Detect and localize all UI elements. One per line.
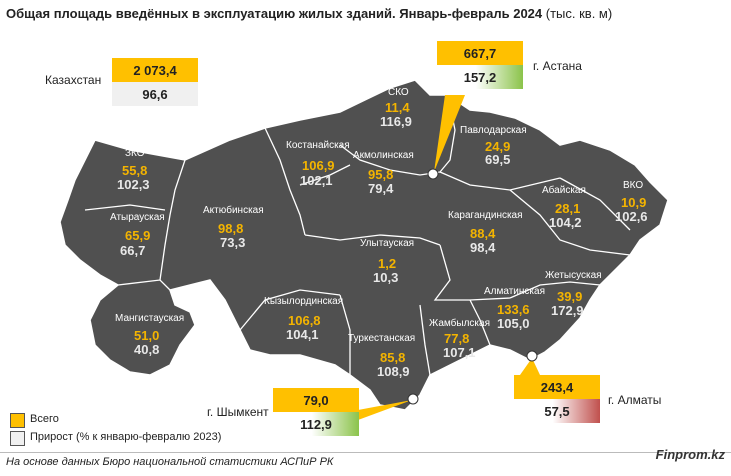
region-growth-kyzylorda: 104,1 bbox=[286, 327, 319, 342]
kazakhstan-total: 2 073,4 bbox=[112, 58, 198, 82]
kazakhstan-growth: 96,6 bbox=[112, 82, 198, 106]
region-growth-sko: 116,9 bbox=[380, 114, 412, 129]
region-name-atyrau: Атырауская bbox=[110, 212, 165, 223]
title-main: Общая площадь введённых в эксплуатацию ж… bbox=[6, 6, 543, 21]
region-total-pavlodar: 24,9 bbox=[485, 139, 511, 154]
region-total-vko: 10,9 bbox=[621, 195, 647, 210]
region-name-vko: ВКО bbox=[623, 180, 644, 191]
source-note: На основе данных Бюро национальной стати… bbox=[6, 456, 334, 468]
region-name-almaty-region: Алматинская bbox=[484, 286, 545, 297]
region-growth-zko: 102,3 bbox=[117, 177, 150, 192]
legend-growth-label: Прирост (% к январю-февралю 2023) bbox=[30, 431, 222, 443]
brand-logo: Finprom.kz bbox=[655, 447, 725, 462]
region-name-pavlodar: Павлодарская bbox=[460, 125, 527, 136]
region-name-ulytau: Улытауская bbox=[360, 238, 415, 249]
region-total-kostanay: 106,9 bbox=[302, 158, 335, 173]
almaty-total: 243,4 bbox=[514, 375, 600, 399]
region-total-karaganda: 88,4 bbox=[470, 226, 496, 241]
region-total-kyzylorda: 106,8 bbox=[288, 313, 321, 328]
region-name-kyzylorda: Кызылординская bbox=[264, 296, 344, 307]
region-growth-ulytau: 10,3 bbox=[373, 270, 399, 285]
region-total-abay: 28,1 bbox=[555, 201, 581, 216]
shymkent-callout-pointer bbox=[358, 400, 412, 420]
astana-callout-pointer bbox=[434, 95, 465, 172]
almaty-marker bbox=[526, 350, 538, 362]
shymkent-total: 79,0 bbox=[273, 388, 359, 412]
region-name-aktobe: Актюбинская bbox=[203, 205, 264, 216]
region-name-turkestan: Туркестанская bbox=[348, 333, 416, 344]
kazakhstan-label: Казахстан bbox=[45, 73, 102, 87]
region-total-zhambyl: 77,8 bbox=[444, 331, 470, 346]
region-name-zhambyl: Жамбылская bbox=[429, 318, 490, 329]
shymkent-marker bbox=[407, 393, 419, 405]
region-total-almaty-region: 133,6 bbox=[497, 302, 530, 317]
region-growth-aktobe: 73,3 bbox=[220, 235, 246, 250]
region-growth-turkestan: 108,9 bbox=[377, 364, 410, 379]
region-total-sko: 11,4 bbox=[385, 100, 410, 115]
region-growth-akmola: 79,4 bbox=[368, 181, 394, 196]
region-growth-almaty-region: 105,0 bbox=[497, 316, 530, 331]
shymkent-growth: 112,9 bbox=[273, 412, 359, 436]
region-name-zhetysu: Жетысуская bbox=[545, 270, 602, 281]
region-total-zhetysu: 39,9 bbox=[557, 289, 583, 304]
region-growth-pavlodar: 69,5 bbox=[485, 152, 511, 167]
astana-marker bbox=[427, 168, 439, 180]
region-name-karaganda: Карагандинская bbox=[448, 210, 523, 221]
region-growth-kostanay: 102,1 bbox=[300, 173, 333, 188]
region-growth-zhambyl: 107,1 bbox=[443, 345, 476, 360]
region-growth-mangystau: 40,8 bbox=[134, 342, 160, 357]
region-growth-atyrau: 66,7 bbox=[120, 243, 146, 258]
legend-total-swatch bbox=[10, 413, 25, 428]
title-unit: (тыс. кв. м) bbox=[545, 6, 613, 21]
footer-divider bbox=[0, 452, 731, 453]
astana-label: г. Астана bbox=[533, 59, 582, 73]
region-growth-abay: 104,2 bbox=[549, 215, 582, 230]
region-name-abay: Абайская bbox=[542, 185, 586, 196]
legend-growth-swatch bbox=[10, 431, 25, 446]
astana-growth: 157,2 bbox=[437, 65, 523, 89]
shymkent-label: г. Шымкент bbox=[207, 405, 269, 419]
chart-title: Общая площадь введённых в эксплуатацию ж… bbox=[6, 6, 612, 21]
legend-total-label: Всего bbox=[30, 413, 59, 425]
almaty-label: г. Алматы bbox=[608, 393, 662, 407]
region-total-akmola: 95,8 bbox=[368, 167, 394, 182]
region-total-atyrau: 65,9 bbox=[125, 228, 151, 243]
region-total-ulytau: 1,2 bbox=[378, 256, 397, 271]
region-name-mangystau: Мангистауская bbox=[115, 313, 185, 324]
region-total-mangystau: 51,0 bbox=[134, 328, 160, 343]
region-growth-vko: 102,6 bbox=[615, 209, 648, 224]
region-growth-zhetysu: 172,9 bbox=[551, 303, 584, 318]
region-name-sko: СКО bbox=[388, 87, 409, 98]
region-name-zko: ЗКО bbox=[125, 148, 145, 159]
region-total-turkestan: 85,8 bbox=[380, 350, 406, 365]
astana-total: 667,7 bbox=[437, 41, 523, 65]
region-growth-karaganda: 98,4 bbox=[470, 240, 496, 255]
region-total-zko: 55,8 bbox=[122, 163, 148, 178]
region-name-kostanay: Костанайская bbox=[286, 140, 350, 151]
almaty-growth: 57,5 bbox=[514, 399, 600, 423]
almaty-callout-pointer bbox=[520, 358, 540, 375]
region-name-akmola: Акмолинская bbox=[353, 150, 414, 161]
region-total-aktobe: 98,8 bbox=[218, 221, 244, 236]
